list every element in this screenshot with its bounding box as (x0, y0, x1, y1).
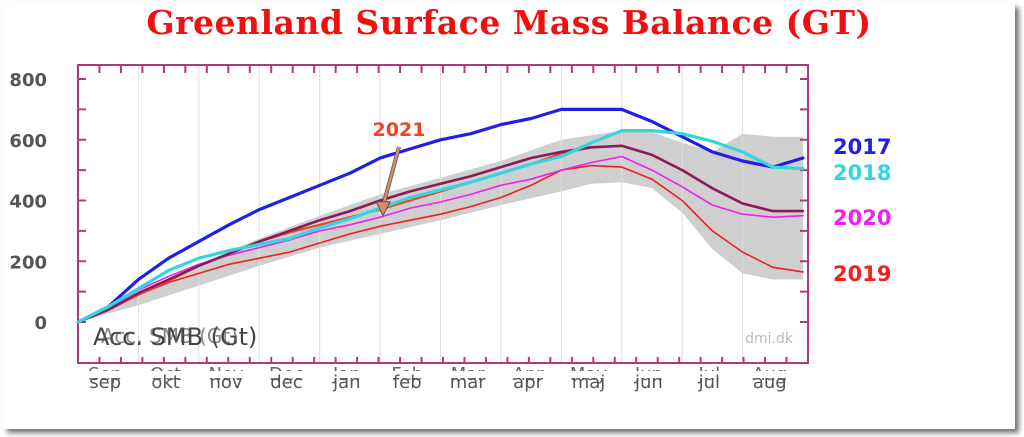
y-axis-title-overlay: Acc. SMB (Gt) (101, 324, 238, 348)
chart-title: Greenland Surface Mass Balance (GT) (146, 3, 872, 42)
month-label: nov (209, 372, 242, 393)
y-axis-title: Acc. SMB (Gt) (93, 323, 257, 351)
month-label: dec (270, 372, 302, 393)
y-tick-label: 400 (9, 192, 47, 213)
year-label-2017: 2017 (833, 135, 891, 159)
month-label: sep (89, 372, 121, 393)
month-label: jun (634, 372, 663, 393)
y-tick-label: 800 (9, 70, 47, 91)
y-tick-label: 200 (9, 252, 47, 273)
series-line-2018 (76, 129, 805, 324)
year-label-2018: 2018 (833, 161, 891, 185)
annotation-2021-label: 2021 (373, 119, 426, 141)
y-tick-label: 0 (34, 313, 47, 334)
month-label: maj (572, 372, 606, 393)
series-line-2020 (77, 155, 804, 323)
month-label: okt (151, 372, 180, 393)
month-label: feb (393, 372, 422, 393)
series-line-2019 (77, 164, 804, 323)
chart-frame: Greenland Surface Mass Balance (GT) 0 200… (3, 3, 1015, 429)
year-label-2020: 2020 (833, 206, 891, 230)
month-label: aug (753, 372, 787, 393)
smb-chart: 0200400600800SepOctNovDecJanFebMarAprMay… (9, 64, 891, 393)
month-label: jul (698, 372, 720, 393)
label-mask (63, 371, 823, 378)
month-label: apr (513, 372, 543, 393)
annotation-arrow-shaft (381, 146, 401, 207)
month-label: mar (450, 372, 487, 393)
year-label-2019: 2019 (833, 262, 891, 286)
series-line-mean (76, 144, 805, 324)
annotation-arrow-head (375, 201, 391, 217)
y-tick-label: 600 (9, 131, 47, 152)
watermark: dmi.dk (745, 331, 794, 347)
month-label: jan (332, 372, 360, 393)
series-line-2017 (76, 107, 805, 324)
